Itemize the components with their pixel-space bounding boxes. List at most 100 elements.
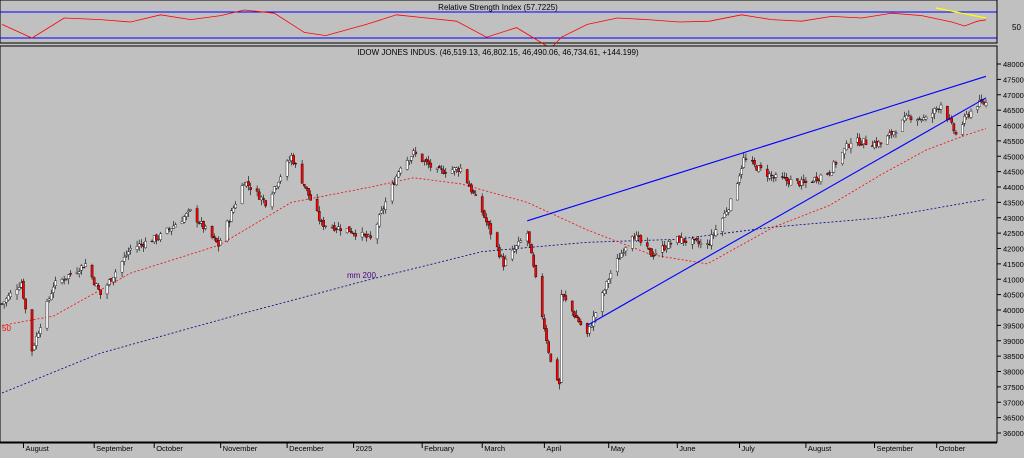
candle-up [901, 119, 904, 132]
candle-down [871, 145, 874, 147]
candle-down [300, 163, 304, 184]
candle-down [648, 247, 651, 250]
candle-down [952, 123, 956, 132]
candle-up [933, 108, 936, 114]
trendlines-layer [527, 75, 987, 326]
candle-up [95, 283, 98, 287]
candle-down [302, 183, 306, 187]
candle-up [984, 102, 988, 106]
candle-down [140, 243, 143, 246]
candle-down [480, 196, 484, 213]
candle-down [562, 293, 565, 297]
candle-down [558, 379, 561, 385]
candle-down [305, 186, 308, 189]
lower-trendline [586, 97, 987, 326]
x-axis-label: 2025 [356, 444, 373, 453]
x-axis-label: December [289, 444, 324, 453]
rsi-level-label: 50 [1012, 23, 1021, 32]
candle-up [609, 273, 613, 279]
candle-up [877, 141, 881, 147]
candle-down [347, 226, 351, 232]
ma200-label: mm 200 [347, 271, 376, 280]
y-axis-label: 37500 [1003, 383, 1024, 392]
candle-up [654, 252, 658, 255]
y-axis-label: 36000 [1003, 429, 1024, 438]
candle-down [811, 181, 814, 183]
candle-down [982, 101, 986, 105]
candle-up [19, 282, 23, 288]
candle-down [834, 162, 838, 165]
candle-up [723, 213, 726, 218]
candle-down [663, 244, 666, 251]
candle-down [751, 159, 754, 162]
price-panel: IDOW JONES INDUS. (46,519.13, 46,802.15,… [0, 45, 998, 443]
candle-down [860, 144, 863, 146]
candle-up [706, 243, 709, 245]
x-axis-label: March [484, 444, 505, 453]
candle-down [22, 280, 25, 299]
candle-down [879, 142, 883, 145]
candle-down [429, 162, 433, 168]
candle-down [307, 188, 310, 196]
candle-up [67, 274, 70, 279]
candle-down [909, 116, 913, 121]
candle-up [845, 143, 848, 150]
x-axis-label: November [223, 444, 258, 453]
y-axis-label: 36500 [1003, 414, 1024, 423]
rsi-title: Relative Strength Index (57.7225) [438, 3, 558, 12]
candle-down [255, 188, 259, 192]
candle-up [324, 225, 328, 227]
candle-up [390, 183, 394, 202]
candle-up [120, 261, 124, 273]
candle-down [549, 353, 553, 362]
candle-up [873, 142, 876, 149]
candle-up [841, 152, 844, 164]
candle-up [774, 174, 778, 178]
candle-up [275, 186, 278, 189]
candles-layer [0, 94, 988, 390]
candle-up [2, 301, 6, 305]
candle-up [453, 167, 456, 172]
candle-up [32, 345, 36, 350]
y-axis-label: 37000 [1003, 398, 1024, 407]
x-axis-label: August [25, 444, 49, 453]
y-axis-label: 46500 [1003, 106, 1024, 115]
candle-down [545, 328, 548, 341]
candle-up [665, 248, 668, 250]
candle-down [197, 222, 201, 224]
candle-down [918, 118, 921, 120]
candle-down [650, 248, 653, 257]
candle-up [725, 211, 728, 215]
candle-up [17, 287, 21, 290]
candle-up [127, 251, 130, 255]
candle-down [227, 221, 231, 223]
candle-up [510, 249, 514, 260]
candle-up [965, 114, 969, 118]
candle-down [309, 194, 313, 201]
candle-down [695, 238, 698, 241]
candle-up [714, 229, 718, 236]
candle-down [826, 173, 829, 175]
candle-down [817, 179, 821, 181]
candle-up [287, 160, 291, 163]
candle-down [528, 231, 531, 244]
candle-up [230, 210, 233, 222]
candle-down [457, 168, 460, 172]
candle-up [60, 279, 64, 283]
y-axis-label: 46000 [1003, 122, 1024, 131]
candle-down [618, 258, 621, 260]
candle-down [950, 117, 953, 123]
candle-up [894, 132, 898, 134]
candle-up [691, 238, 694, 245]
candle-up [615, 258, 619, 273]
candle-down [577, 317, 580, 323]
y-axis: 48000 47500 47000 46500 46000 45500 45000 44500… [997, 60, 1024, 438]
candle-down [502, 256, 505, 267]
candle-up [500, 255, 503, 257]
candle-up [969, 110, 973, 118]
candle-up [738, 175, 741, 183]
candle-up [624, 247, 628, 252]
candle-down [202, 220, 205, 230]
candle-up [360, 232, 364, 238]
